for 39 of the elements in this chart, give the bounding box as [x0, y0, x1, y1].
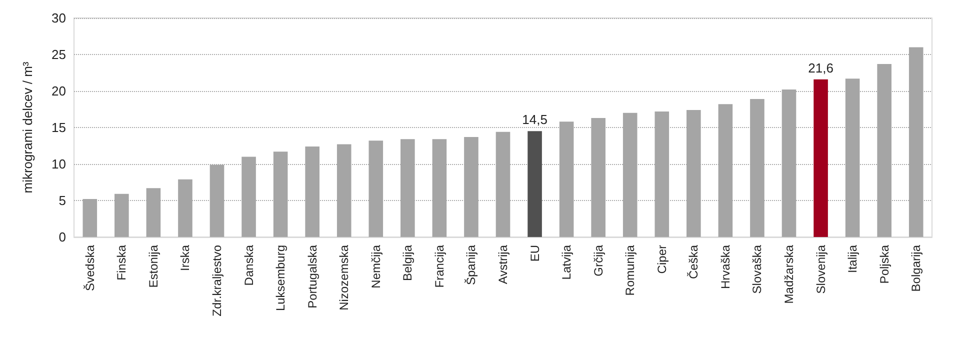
x-tick-label: Francija [432, 244, 446, 288]
x-tick-label: Finska [114, 244, 129, 280]
x-tick-label: Grčija [591, 244, 606, 276]
y-tick-label: 20 [52, 84, 66, 98]
data-label: 14,5 [522, 112, 548, 128]
y-tick-label: 25 [52, 47, 66, 62]
x-tick-label: Latvija [560, 244, 574, 280]
x-tick-label: Irska [178, 244, 192, 272]
x-tick-label: Poljska [877, 244, 892, 284]
y-tick-label: 5 [58, 193, 66, 208]
x-tick-label: Belgija [400, 244, 415, 282]
x-tick-label: Avstrija [496, 244, 510, 284]
x-tick-label: Nemčija [368, 244, 383, 288]
x-tick-label: Slovenija [814, 244, 828, 294]
x-tick-label: Nizozemska [337, 244, 352, 310]
x-tick-label: Zdr.kraljestvo [210, 244, 224, 316]
x-tick-label: Češka [686, 244, 701, 280]
y-tick-label: 10 [52, 156, 66, 172]
y-tick-label: 0 [58, 230, 66, 244]
data-label: 21,6 [808, 60, 834, 76]
bar [528, 131, 542, 237]
bar [814, 79, 828, 237]
x-tick-label: Italija [846, 244, 860, 274]
x-tick-label: Hrvaška [718, 244, 732, 290]
x-tick-label: Madžarska [782, 244, 796, 304]
x-tick-label: Estonija [146, 244, 160, 288]
x-tick-label: Luksemburg [274, 245, 288, 312]
x-tick-label: Slovaška [750, 244, 764, 294]
x-tick-label: EU [528, 245, 542, 262]
x-tick-label: Švedska [82, 244, 97, 292]
x-tick-label: Španija [464, 244, 478, 286]
x-tick-label: Ciper [654, 245, 669, 274]
x-tick-label: Portugalska [305, 244, 320, 308]
y-tick-label: 15 [52, 120, 66, 135]
x-tick-label: Danska [242, 244, 256, 286]
y-axis-title: mikrogrami delcev / m³ [20, 61, 35, 194]
x-tick-label: Bolgarija [909, 244, 924, 292]
y-tick-label: 30 [52, 10, 66, 26]
x-tick-label: Romunija [623, 244, 638, 296]
